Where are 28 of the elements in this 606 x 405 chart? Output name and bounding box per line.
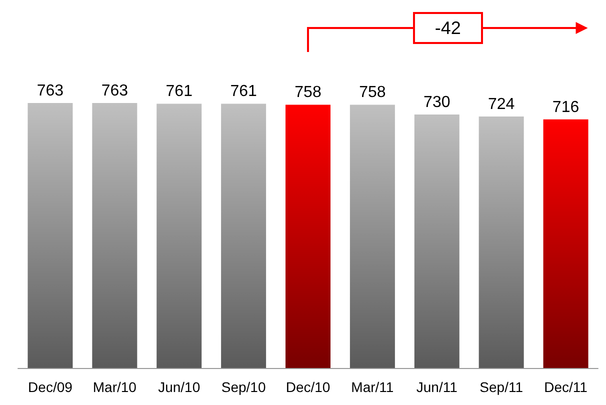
- bar: [221, 104, 266, 368]
- x-tick-label: Jun/10: [158, 379, 200, 395]
- x-tick-label: Dec/11: [544, 379, 588, 395]
- bar: [478, 116, 524, 368]
- x-tick-label: Mar/11: [351, 379, 394, 395]
- data-label: 758: [359, 84, 386, 102]
- bar: [156, 104, 202, 368]
- bar: [92, 103, 138, 368]
- x-tick-label: Dec/09: [28, 379, 73, 395]
- data-label: 763: [36, 82, 64, 100]
- data-label: 716: [552, 98, 580, 116]
- data-label: 724: [488, 96, 515, 114]
- bar: [350, 104, 395, 368]
- bar: [28, 103, 73, 368]
- bar: [543, 119, 588, 368]
- bar: [286, 104, 330, 368]
- x-tick-label: Dec/10: [286, 379, 330, 395]
- data-label: 758: [294, 84, 322, 102]
- bar: [414, 114, 460, 368]
- data-label: 761: [230, 83, 257, 100]
- data-label: 761: [166, 83, 193, 100]
- x-tick-label: Sep/11: [480, 379, 524, 395]
- data-label: 730: [424, 94, 450, 111]
- x-tick-label: Mar/10: [92, 379, 137, 395]
- text: -42: [412, 12, 483, 44]
- x-tick-label: Jun/11: [416, 379, 458, 395]
- data-label: 763: [101, 82, 128, 100]
- x-tick-label: Sep/10: [221, 379, 266, 395]
